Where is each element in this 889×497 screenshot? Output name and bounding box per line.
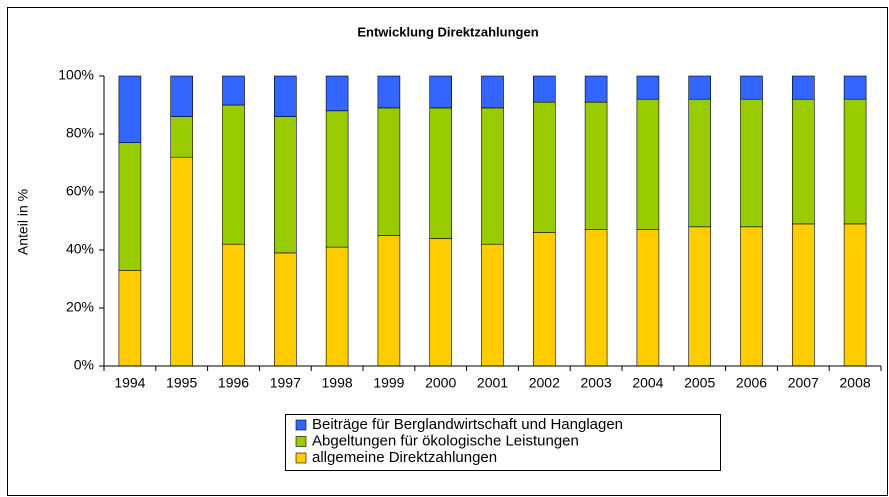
bar-segment (273, 75, 297, 117)
x-tick-label: 1996 (218, 375, 249, 391)
bar-segment (532, 101, 556, 233)
bar-segment (170, 75, 193, 117)
x-tick-label: 2006 (736, 375, 767, 391)
bar-segment (377, 107, 401, 236)
bar-segment (843, 75, 867, 100)
bar-segment (791, 75, 815, 100)
x-tick-label: 1998 (322, 375, 353, 391)
legend-box (285, 414, 721, 471)
legend-swatch (295, 436, 307, 447)
bar-segment (791, 98, 815, 225)
x-tick-label: 1999 (373, 375, 404, 391)
bar-segment (325, 75, 349, 112)
bar-segment (532, 75, 556, 103)
bar-segment (688, 98, 712, 228)
y-tick-label: 100% (58, 67, 94, 83)
bar-segment (688, 75, 712, 100)
bar-segment (688, 226, 712, 367)
bar-segment (429, 238, 453, 367)
bar-segment (740, 226, 763, 367)
bar-segment (377, 235, 401, 367)
bar-segment (843, 223, 867, 367)
bar-segment (222, 104, 245, 245)
x-tick-label: 2004 (632, 375, 663, 391)
bar-segment (791, 223, 815, 367)
bar-segment (222, 243, 245, 367)
y-tick-label: 60% (66, 183, 94, 199)
bar-segment (481, 75, 504, 109)
bar-segment (843, 98, 867, 225)
legend: Beiträge für Berglandwirtschaft und Hang… (285, 414, 721, 471)
x-tick-label: 2000 (425, 375, 456, 391)
x-tick-label: 2007 (788, 375, 819, 391)
bar-segment (636, 98, 660, 230)
x-tick-label: 1994 (114, 375, 145, 391)
bar-segment (584, 229, 608, 367)
bar-segment (584, 101, 608, 230)
bar-segment (481, 243, 504, 367)
y-tick-label: 20% (66, 299, 94, 315)
bar-segment (325, 110, 349, 248)
bar-segment (325, 246, 349, 367)
bar-segment (740, 98, 763, 228)
bar-segment (118, 142, 142, 271)
legend-label: Beiträge für Berglandwirtschaft und Hang… (312, 416, 623, 433)
bar-segment (532, 232, 556, 367)
x-tick-label: 2003 (581, 375, 612, 391)
bar-segment (377, 75, 401, 109)
bar-segment (636, 75, 660, 100)
legend-swatch (295, 452, 307, 464)
bar-segment (481, 107, 504, 245)
x-tick-label: 2008 (840, 375, 871, 391)
bar-segment (636, 229, 660, 367)
x-tick-label: 2005 (684, 375, 715, 391)
bar-segment (429, 107, 453, 239)
y-tick-label: 80% (66, 125, 94, 141)
y-axis-label: Anteil in % (15, 189, 31, 255)
bar-segment (273, 252, 297, 367)
legend-label: allgemeine Direktzahlungen (312, 449, 497, 466)
chart-title: Entwicklung Direktzahlungen (357, 24, 538, 39)
legend-swatch (295, 419, 307, 431)
y-tick-label: 0% (74, 357, 94, 373)
x-tick-label: 2002 (529, 375, 560, 391)
y-tick-label: 40% (66, 241, 94, 257)
legend-label: Abgeltungen für ökologische Leistungen (312, 432, 579, 449)
bar-segment (170, 116, 193, 158)
x-tick-label: 1997 (270, 375, 301, 391)
x-tick-label: 2001 (477, 375, 508, 391)
bar-segment (118, 269, 142, 367)
bar-segment (584, 75, 608, 103)
bar-segment (273, 116, 297, 254)
bar-segment (429, 75, 453, 109)
bar-segment (740, 75, 763, 100)
bar-segment (118, 75, 142, 143)
bar-segment (170, 156, 193, 367)
x-tick-label: 1995 (166, 375, 197, 391)
bar-segment (222, 75, 245, 106)
